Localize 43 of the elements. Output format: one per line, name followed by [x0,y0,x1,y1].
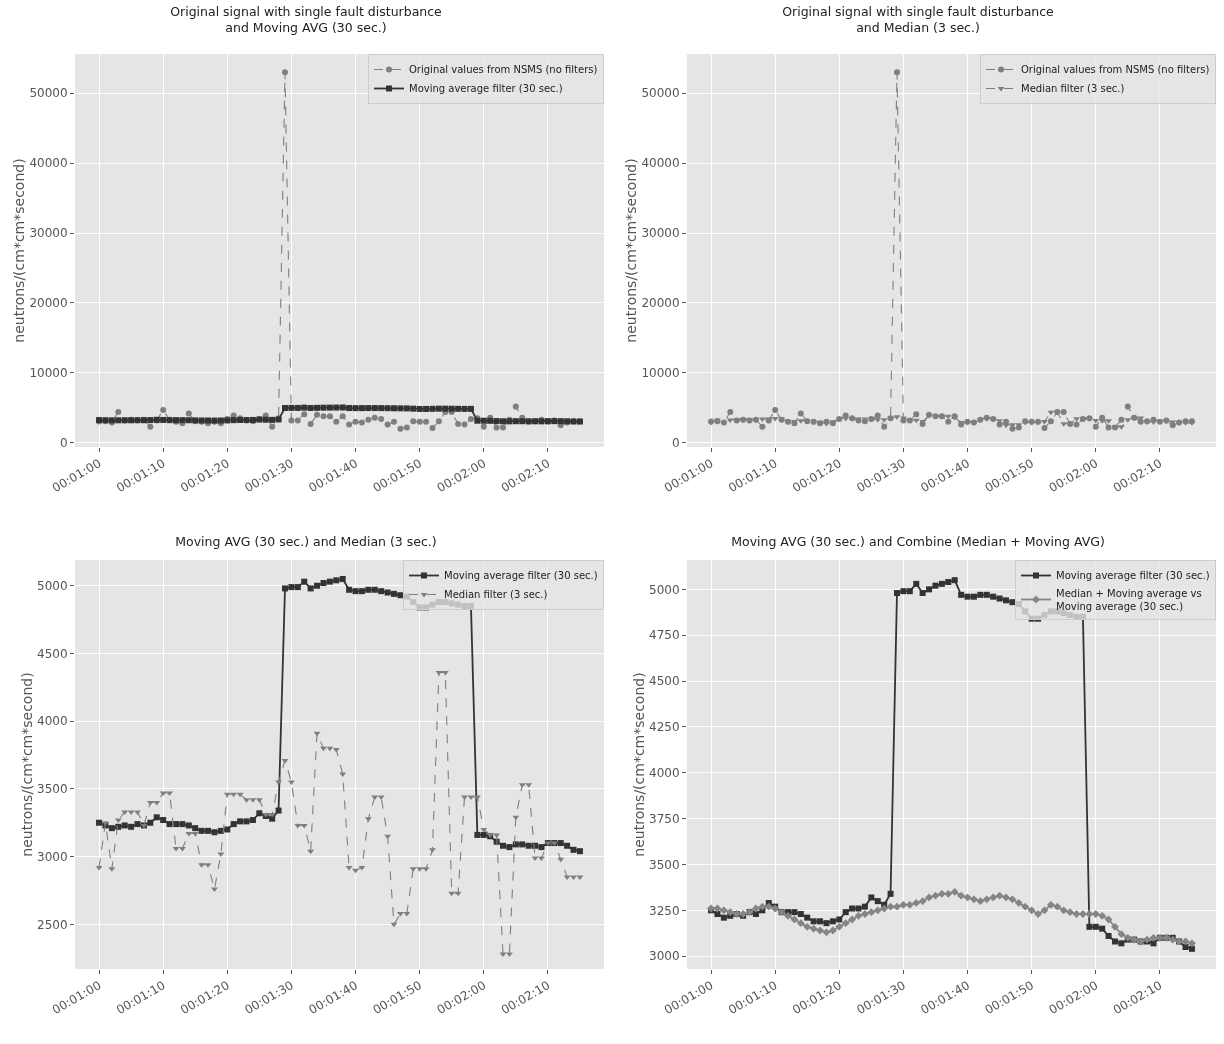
chart-title: Moving AVG (30 sec.) and Combine (Median + Moving AVG) [731,534,1105,550]
y-tick-label: 20000 [641,296,680,311]
legend-label: Moving average filter (30 sec.) [1056,570,1210,582]
legend-label: Original values from NSMS (no filters) [1021,64,1210,76]
y-tick-label: 50000 [641,86,680,101]
y-tick-label: 3750 [649,811,680,826]
y-axis-title: neutrons/(cm*cm*second) [631,672,648,857]
y-tick-label: 3000 [649,949,680,964]
y-tick-label: 20000 [29,296,68,311]
y-tick-label: 0 [59,436,68,450]
y-tick-label: 5000 [649,582,680,597]
y-tick-label: 5000 [37,578,68,593]
y-tick-label: 4500 [649,674,680,689]
y-tick-label: 4750 [649,628,680,643]
y-tick-label: 30000 [29,226,68,241]
chart-title: Original signal with single fault disturbance and Moving AVG (30 sec.) [170,3,443,35]
y-axis-title: neutrons/(cm*cm*second) [19,672,36,857]
y-tick-label: 3500 [649,857,680,872]
y-tick-label: 4250 [649,720,680,735]
y-tick-label: 3250 [649,903,680,918]
legend-label: Median + Moving average vs Moving average (30 sec.) [1056,587,1202,612]
y-tick-label: 3000 [37,849,68,864]
y-tick-label: 10000 [641,366,680,381]
legend-label: Moving average filter (30 sec.) [444,570,598,582]
legend-label: Moving average filter (30 sec.) [409,83,563,95]
y-axis-title: neutrons/(cm*cm*second) [623,158,640,343]
y-tick-label: 2500 [37,917,68,932]
y-tick-label: 40000 [29,156,68,171]
y-tick-label: 30000 [641,226,680,241]
chart-title: Original signal with single fault disturbance and Median (3 sec.) [782,3,1055,35]
y-tick-label: 50000 [29,86,68,101]
legend-label: Median filter (3 sec.) [444,589,548,601]
y-tick-label: 0 [671,436,680,450]
y-tick-label: 3500 [37,782,68,797]
y-tick-label: 4500 [37,646,68,661]
y-tick-label: 10000 [29,366,68,381]
y-tick-label: 4000 [649,765,680,780]
y-tick-label: 40000 [641,156,680,171]
y-tick-label: 4000 [37,714,68,729]
y-axis-title: neutrons/(cm*cm*second) [11,158,28,343]
legend-label: Median filter (3 sec.) [1021,83,1125,95]
legend-label: Original values from NSMS (no filters) [409,64,598,76]
chart-title: Moving AVG (30 sec.) and Median (3 sec.) [175,534,437,550]
